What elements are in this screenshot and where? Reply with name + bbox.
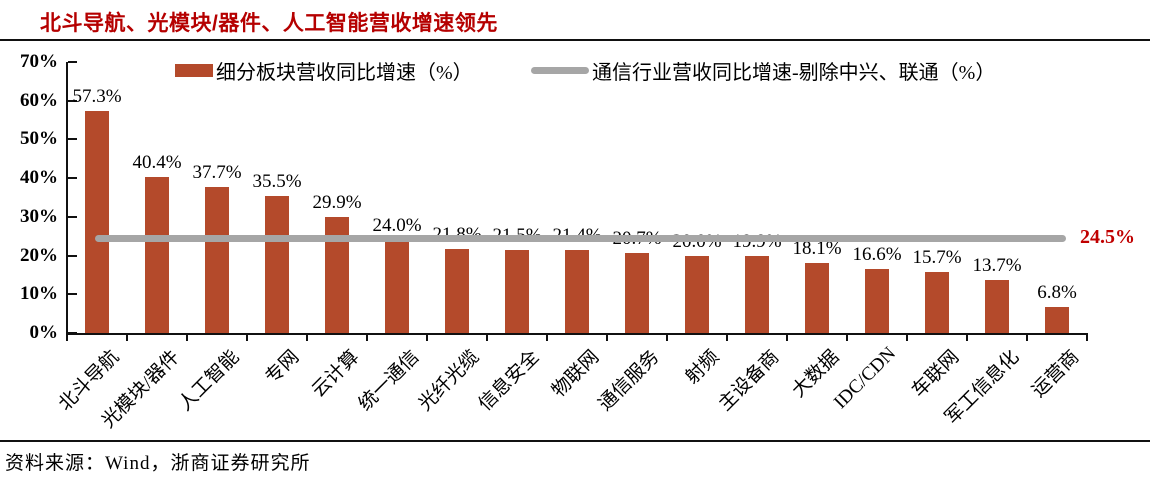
x-axis-label-text: 射频	[681, 346, 724, 389]
y-axis	[66, 62, 68, 333]
y-axis-label: 0%	[29, 322, 59, 343]
y-axis-tick	[68, 177, 77, 180]
bar	[565, 250, 589, 333]
source-note: 资料来源：Wind，浙商证券研究所	[5, 453, 311, 474]
x-axis-tick	[606, 335, 608, 341]
x-axis	[66, 333, 1088, 335]
x-axis-label-text: 专网	[261, 346, 304, 389]
x-axis-tick	[66, 335, 68, 341]
bar	[685, 255, 709, 333]
y-axis-label: 70%	[20, 51, 58, 72]
y-axis-label: 30%	[20, 205, 58, 227]
y-axis-label: 50%	[20, 128, 58, 150]
x-axis-tick	[726, 335, 728, 341]
y-axis-tick	[68, 215, 77, 218]
x-axis-tick	[486, 335, 488, 341]
y-axis-tick	[68, 138, 77, 141]
x-axis-label-text: 通信服务	[594, 346, 664, 416]
line-series-legend-label: 通信行业营收同比增速-剔除中兴、联通（%）	[592, 62, 996, 84]
x-axis-label-text: 信息安全	[474, 346, 544, 416]
bar	[505, 249, 529, 333]
bar	[925, 272, 949, 333]
bar-value-label: 40.4%	[132, 151, 182, 173]
x-axis-tick	[546, 335, 548, 341]
bar-value-label: 13.7%	[972, 254, 1022, 276]
bar-series-legend-label: 细分板块营收同比增速（%）	[216, 62, 473, 84]
x-axis-label-text: 光纤光缆	[414, 346, 484, 416]
x-axis-label-text: 主设备商	[714, 346, 784, 416]
x-axis-label-text: 运营商	[1028, 346, 1084, 402]
bar	[745, 255, 769, 333]
bar	[445, 248, 469, 333]
bar	[625, 252, 649, 333]
y-axis-label: 20%	[20, 244, 58, 266]
x-axis-tick	[246, 335, 248, 341]
industry-average-label: 24.5%	[1080, 226, 1135, 249]
x-axis-tick	[1026, 335, 1028, 341]
chart-title: 北斗导航、光模块/器件、人工智能营收增速领先	[40, 12, 498, 35]
industry-average-line	[95, 234, 1066, 242]
x-axis-tick	[846, 335, 848, 341]
y-axis-label: 10%	[20, 283, 58, 305]
bar-value-label: 24.0%	[372, 215, 422, 237]
x-axis-tick	[306, 335, 308, 341]
x-axis-tick	[966, 335, 968, 341]
y-axis-label: 60%	[20, 89, 58, 111]
bar-value-label: 37.7%	[192, 162, 242, 184]
bar	[1045, 306, 1069, 333]
bar	[205, 187, 229, 333]
y-axis-tick	[68, 254, 77, 257]
y-axis-tick	[68, 293, 77, 296]
bar	[85, 111, 109, 333]
bar	[145, 176, 169, 333]
y-axis-tick	[68, 99, 77, 102]
y-axis-label: 40%	[20, 167, 58, 189]
bar-value-label: 16.6%	[852, 243, 902, 265]
x-axis-tick	[906, 335, 908, 341]
footer-divider-line	[0, 440, 1150, 442]
bar-value-label: 15.7%	[912, 247, 962, 269]
bar-value-label: 29.9%	[312, 192, 362, 214]
x-axis-label-text: IDC/CDN	[829, 343, 900, 414]
bar	[805, 262, 829, 333]
x-axis-tick	[786, 335, 788, 341]
bar-series-swatch-icon	[175, 64, 213, 77]
title-divider-line	[0, 39, 1150, 41]
x-axis-label-text: 统一通信	[354, 346, 424, 416]
x-axis-tick	[1086, 335, 1088, 341]
x-axis-tick	[126, 335, 128, 341]
x-axis-tick	[426, 335, 428, 341]
line-series-swatch-icon	[531, 67, 589, 74]
x-axis-tick	[366, 335, 368, 341]
y-axis-tick	[68, 61, 77, 63]
x-axis-tick	[186, 335, 188, 341]
bar	[865, 268, 889, 333]
x-axis-tick	[666, 335, 668, 341]
bar-value-label: 35.5%	[252, 170, 302, 192]
bar-value-label: 18.1%	[792, 237, 842, 259]
bar-value-label: 57.3%	[72, 86, 122, 108]
legend-item-line-series: 通信行业营收同比增速-剔除中兴、联通（%）	[531, 56, 995, 85]
bar	[385, 240, 409, 333]
bar	[265, 195, 289, 333]
bar-value-label: 6.8%	[1037, 281, 1077, 303]
bar	[985, 279, 1009, 333]
x-axis-label-text: 人工智能	[174, 346, 244, 416]
legend-item-bar-series: 细分板块营收同比增速（%）	[175, 56, 473, 85]
